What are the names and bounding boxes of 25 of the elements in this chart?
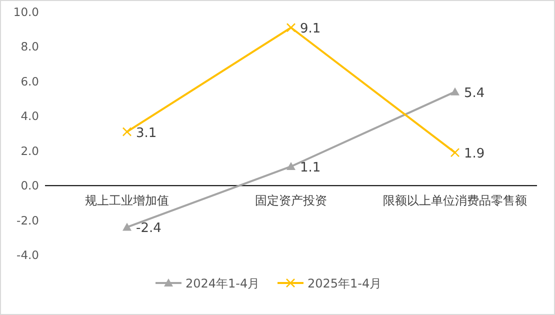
data-label: 1.9 xyxy=(464,146,485,162)
y-tick-label: 4.0 xyxy=(20,109,39,124)
y-tick-label: 0.0 xyxy=(20,178,39,193)
point xyxy=(122,222,132,231)
data-label: 1.1 xyxy=(300,160,321,176)
point xyxy=(450,148,460,158)
data-label: 9.1 xyxy=(300,22,321,37)
point xyxy=(450,87,460,96)
y-tick-label: -4.0 xyxy=(16,248,39,262)
point xyxy=(286,22,296,32)
y-tick-label: -2.0 xyxy=(16,213,39,228)
x-tick-label: 固定资产投资 xyxy=(255,194,327,208)
data-label: 5.4 xyxy=(464,86,485,101)
point xyxy=(122,127,132,136)
y-tick-label: 6.0 xyxy=(20,74,39,88)
x-tick-label: 规上工业增加值 xyxy=(85,194,169,208)
point xyxy=(286,162,296,170)
y-tick-label: 2.0 xyxy=(20,144,39,158)
y-tick-label: 10.0 xyxy=(13,5,39,19)
legend-label: 2025年1-4月 xyxy=(308,276,382,290)
data-label: -2.4 xyxy=(136,221,162,236)
y-tick-label: 8.0 xyxy=(20,40,39,54)
legend-label: 2024年1-4月 xyxy=(186,276,260,290)
data-label: 3.1 xyxy=(136,126,157,141)
x-tick-label: 限额以上单位消费品零售额 xyxy=(383,194,527,208)
